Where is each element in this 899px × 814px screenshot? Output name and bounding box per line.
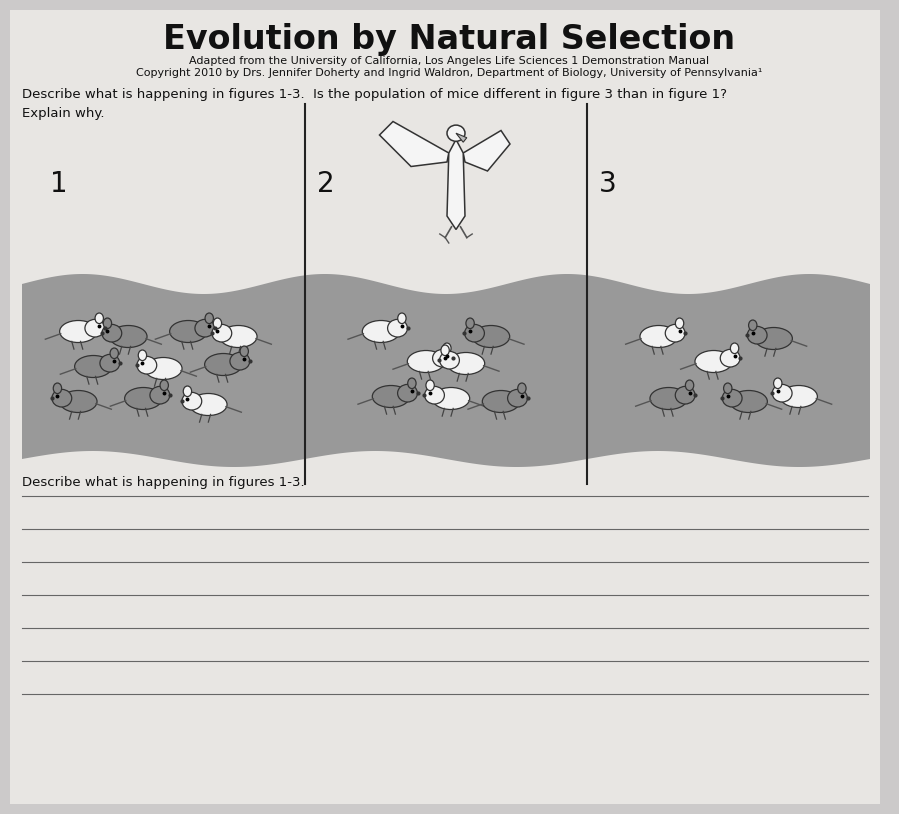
- Ellipse shape: [160, 380, 168, 391]
- Polygon shape: [447, 139, 465, 230]
- Ellipse shape: [640, 326, 677, 348]
- Polygon shape: [463, 130, 510, 171]
- Ellipse shape: [518, 383, 526, 394]
- Ellipse shape: [772, 384, 792, 402]
- Ellipse shape: [397, 384, 417, 402]
- Ellipse shape: [362, 321, 400, 343]
- Ellipse shape: [426, 380, 434, 391]
- Ellipse shape: [730, 343, 739, 353]
- Ellipse shape: [749, 320, 757, 330]
- Ellipse shape: [695, 351, 733, 373]
- Ellipse shape: [465, 325, 485, 342]
- Text: 1: 1: [50, 170, 67, 198]
- Ellipse shape: [387, 319, 407, 337]
- Ellipse shape: [145, 357, 182, 379]
- Text: 3: 3: [600, 170, 617, 198]
- Text: Describe what is happening in figures 1-3.: Describe what is happening in figures 1-…: [22, 476, 305, 489]
- Ellipse shape: [183, 386, 191, 396]
- Ellipse shape: [730, 391, 768, 413]
- Ellipse shape: [441, 345, 450, 356]
- Ellipse shape: [205, 313, 213, 324]
- Ellipse shape: [59, 391, 97, 413]
- Polygon shape: [379, 121, 449, 167]
- FancyBboxPatch shape: [10, 10, 880, 804]
- Ellipse shape: [182, 392, 201, 410]
- Ellipse shape: [472, 326, 510, 348]
- Ellipse shape: [138, 350, 147, 361]
- Ellipse shape: [755, 327, 792, 349]
- Ellipse shape: [52, 389, 72, 407]
- Text: Copyright 2010 by Drs. Jennifer Doherty and Ingrid Waldron, Department of Biolog: Copyright 2010 by Drs. Jennifer Doherty …: [136, 68, 762, 78]
- Ellipse shape: [85, 319, 104, 337]
- Ellipse shape: [150, 387, 170, 404]
- Ellipse shape: [195, 319, 215, 337]
- Ellipse shape: [432, 349, 452, 367]
- Ellipse shape: [482, 391, 520, 413]
- Ellipse shape: [466, 318, 475, 329]
- Ellipse shape: [59, 321, 97, 343]
- Ellipse shape: [675, 318, 684, 329]
- Ellipse shape: [100, 354, 120, 372]
- Text: 2: 2: [316, 170, 334, 198]
- Ellipse shape: [665, 325, 685, 342]
- Polygon shape: [22, 274, 870, 467]
- Ellipse shape: [219, 326, 257, 348]
- Ellipse shape: [102, 325, 121, 342]
- Text: Adapted from the University of California, Los Angeles Life Sciences 1 Demonstra: Adapted from the University of Californi…: [189, 56, 709, 66]
- Ellipse shape: [110, 348, 119, 359]
- Ellipse shape: [442, 343, 451, 353]
- Ellipse shape: [724, 383, 732, 394]
- Ellipse shape: [685, 380, 694, 391]
- Ellipse shape: [110, 326, 147, 348]
- Ellipse shape: [240, 346, 248, 357]
- Ellipse shape: [407, 351, 445, 373]
- Polygon shape: [456, 133, 467, 142]
- Ellipse shape: [103, 318, 111, 329]
- Ellipse shape: [205, 353, 242, 375]
- Ellipse shape: [650, 387, 688, 409]
- Ellipse shape: [447, 125, 465, 142]
- Ellipse shape: [75, 356, 112, 378]
- Ellipse shape: [408, 378, 416, 388]
- Ellipse shape: [424, 387, 444, 404]
- Ellipse shape: [213, 318, 222, 329]
- Ellipse shape: [170, 321, 207, 343]
- Ellipse shape: [212, 325, 232, 342]
- Ellipse shape: [780, 386, 817, 408]
- Ellipse shape: [773, 378, 782, 388]
- Ellipse shape: [53, 383, 62, 394]
- Ellipse shape: [95, 313, 103, 324]
- Ellipse shape: [125, 387, 162, 409]
- Ellipse shape: [440, 352, 459, 369]
- Ellipse shape: [230, 352, 250, 370]
- Ellipse shape: [432, 387, 469, 409]
- Text: Describe what is happening in figures 1-3.  Is the population of mice different : Describe what is happening in figures 1-…: [22, 88, 727, 120]
- Ellipse shape: [372, 386, 410, 408]
- Ellipse shape: [720, 349, 740, 367]
- Text: Evolution by Natural Selection: Evolution by Natural Selection: [163, 23, 735, 55]
- Ellipse shape: [675, 387, 695, 404]
- Ellipse shape: [722, 389, 742, 407]
- Ellipse shape: [397, 313, 406, 324]
- Ellipse shape: [747, 326, 767, 344]
- Ellipse shape: [190, 393, 227, 415]
- Ellipse shape: [137, 357, 156, 374]
- Ellipse shape: [448, 352, 485, 374]
- Ellipse shape: [508, 389, 528, 407]
